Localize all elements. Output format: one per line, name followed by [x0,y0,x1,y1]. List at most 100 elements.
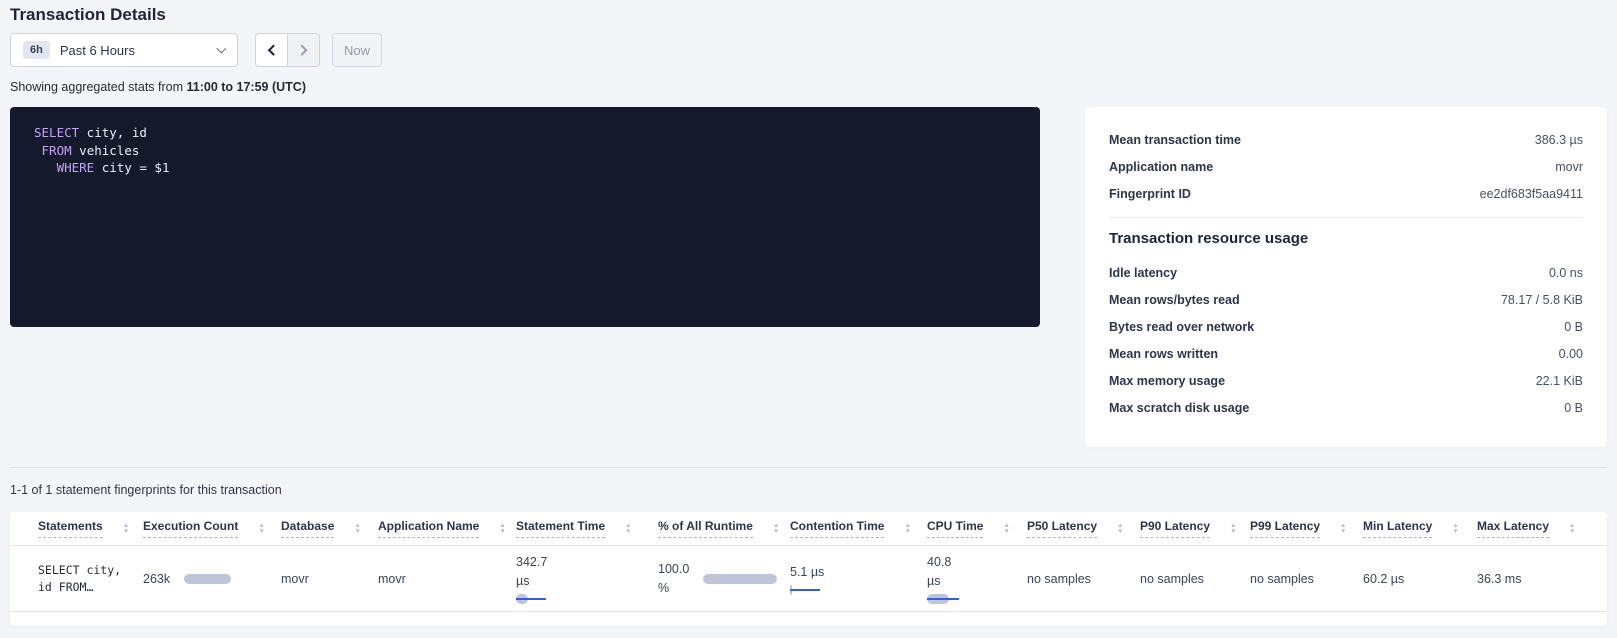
col-header-percent-runtime[interactable]: % of All Runtime ▲ ▼ [658,519,790,538]
summary-label: Idle latency [1109,265,1178,280]
chevron-down-icon [217,43,227,54]
sort-icon: ▲ ▼ [1569,522,1576,535]
statements-table: Statements ▲ ▼ Execution Count ▲ ▼ Database ▲… [10,512,1607,626]
time-step-buttons [255,33,320,67]
sort-icon: ▲ ▼ [1003,522,1010,535]
summary-row-mean-transaction-time: Mean transaction time 386.3 µs [1109,126,1583,153]
runtime-percent-unit: % [658,580,670,595]
resource-usage-heading: Transaction resource usage [1109,230,1309,247]
sort-icon: ▲ ▼ [1230,522,1237,535]
chevron-left-icon [267,44,279,56]
summary-value: movr [1555,159,1583,174]
p90-latency-value: no samples [1140,571,1204,586]
max-latency-value: 36.3 ms [1477,571,1522,586]
section-divider [10,467,1607,468]
summary-row-max-scratch-disk-usage: Max scratch disk usage 0 B [1109,394,1583,421]
execution-count-value: 263k [143,571,171,586]
aggregation-subtitle-range: 11:00 to 17:59 (UTC) [186,80,306,94]
col-header-application-name[interactable]: Application Name ▲ ▼ [378,519,516,538]
table-row: SELECT city, id FROM… 263k movr movr 342… [10,546,1607,612]
sort-icon: ▲ ▼ [1117,522,1124,535]
contention-time-value: 5.1 µs [790,564,825,579]
time-controls: 6h Past 6 Hours Now [10,33,383,67]
runtime-percent-cell: 100.0 % [658,546,790,611]
col-header-contention-time[interactable]: Contention Time ▲ ▼ [790,519,927,538]
cpu-time-bar [927,594,967,604]
previous-interval-button[interactable] [255,33,288,67]
col-header-max-latency[interactable]: Max Latency ▲ ▼ [1477,519,1607,538]
summary-label: Mean rows written [1109,346,1219,361]
time-range-badge: 6h [23,41,50,59]
statement-text-line1: SELECT city, [38,562,122,577]
application-name-cell: movr [378,546,516,611]
summary-row-fingerprint-id: Fingerprint ID ee2df683f5aa9411 [1109,180,1583,207]
col-header-p90-latency[interactable]: P90 Latency ▲ ▼ [1140,519,1250,538]
summary-row-bytes-read-over-network: Bytes read over network 0 B [1109,313,1583,340]
summary-label: Application name [1109,159,1214,174]
col-header-statement-time[interactable]: Statement Time ▲ ▼ [516,519,658,538]
summary-value: 78.17 / 5.8 KiB [1500,292,1583,307]
summary-label: Max memory usage [1109,373,1226,388]
p99-latency-value: no samples [1250,571,1314,586]
summary-value: 0.0 ns [1548,265,1583,280]
statements-table-header: Statements ▲ ▼ Execution Count ▲ ▼ Database ▲… [10,512,1607,546]
summary-row-application-name: Application name movr [1109,153,1583,180]
cpu-time-unit: µs [927,574,941,588]
summary-value: 0 B [1564,400,1583,415]
summary-value: 386.3 µs [1534,132,1583,147]
sort-icon: ▲ ▼ [904,522,911,535]
runtime-percent-bar [703,573,778,584]
col-header-database[interactable]: Database ▲ ▼ [281,519,378,538]
summary-value: ee2df683f5aa9411 [1479,186,1583,201]
summary-value: 22.1 KiB [1535,373,1583,388]
p90-latency-cell: no samples [1140,546,1250,611]
time-range-dropdown[interactable]: 6h Past 6 Hours [10,33,238,67]
summary-row-mean-rows-written: Mean rows written 0.00 [1109,340,1583,367]
sort-icon: ▲ ▼ [122,522,130,535]
database-cell: movr [281,546,378,611]
summary-value: 0.00 [1558,346,1583,361]
statement-text-line2: id FROM… [38,579,94,594]
now-button[interactable]: Now [332,33,383,67]
sql-line: SELECT city, id [34,125,147,140]
min-latency-value: 60.2 µs [1363,571,1405,586]
database-value: movr [281,571,309,586]
contention-time-cell: 5.1 µs [790,546,927,611]
summary-value: 0 B [1564,319,1583,334]
sort-icon: ▲ ▼ [1340,522,1347,535]
sort-icon: ▲ ▼ [1452,522,1459,535]
statement-link[interactable]: SELECT city, id FROM… [38,546,143,611]
aggregation-subtitle-prefix: Showing aggregated stats from [10,80,187,94]
next-interval-button[interactable] [287,33,320,67]
summary-row-max-memory-usage: Max memory usage 22.1 KiB [1109,367,1583,394]
runtime-percent-value: 100.0 [658,561,690,576]
summary-row-mean-rows-bytes-read: Mean rows/bytes read 78.17 / 5.8 KiB [1109,286,1583,313]
chevron-right-icon [296,44,308,56]
application-name-value: movr [378,571,406,586]
col-header-statements[interactable]: Statements ▲ ▼ [38,519,143,538]
sort-icon: ▲ ▼ [258,522,265,535]
cpu-time-cell: 40.8 µs [927,546,1027,611]
sql-statement-box: SELECT city, id FROM vehicles WHERE city… [10,107,1040,327]
statement-time-value: 342.7 [516,555,548,569]
statement-time-bar [516,594,556,604]
sql-line: FROM vehicles [41,142,140,158]
summary-divider [1109,217,1583,218]
transaction-summary-panel: Mean transaction time 386.3 µs Applicati… [1085,107,1607,447]
page-title: Transaction Details [10,5,166,24]
statement-time-cell: 342.7 µs [516,546,658,611]
col-header-cpu-time[interactable]: CPU Time ▲ ▼ [927,519,1027,538]
execution-count-cell: 263k [143,546,281,611]
col-header-p50-latency[interactable]: P50 Latency ▲ ▼ [1027,519,1140,538]
cpu-time-value: 40.8 [927,555,952,569]
col-header-execution-count[interactable]: Execution Count ▲ ▼ [143,519,281,538]
col-header-min-latency[interactable]: Min Latency ▲ ▼ [1363,519,1477,538]
contention-time-bar [790,584,830,595]
p99-latency-cell: no samples [1250,546,1363,611]
aggregation-subtitle: Showing aggregated stats from 11:00 to 1… [10,80,306,94]
summary-label: Bytes read over network [1109,319,1255,334]
sql-line: WHERE city = $1 [56,160,170,175]
summary-label: Mean transaction time [1109,132,1241,147]
time-range-label: Past 6 Hours [59,42,135,58]
col-header-p99-latency[interactable]: P99 Latency ▲ ▼ [1250,519,1363,538]
